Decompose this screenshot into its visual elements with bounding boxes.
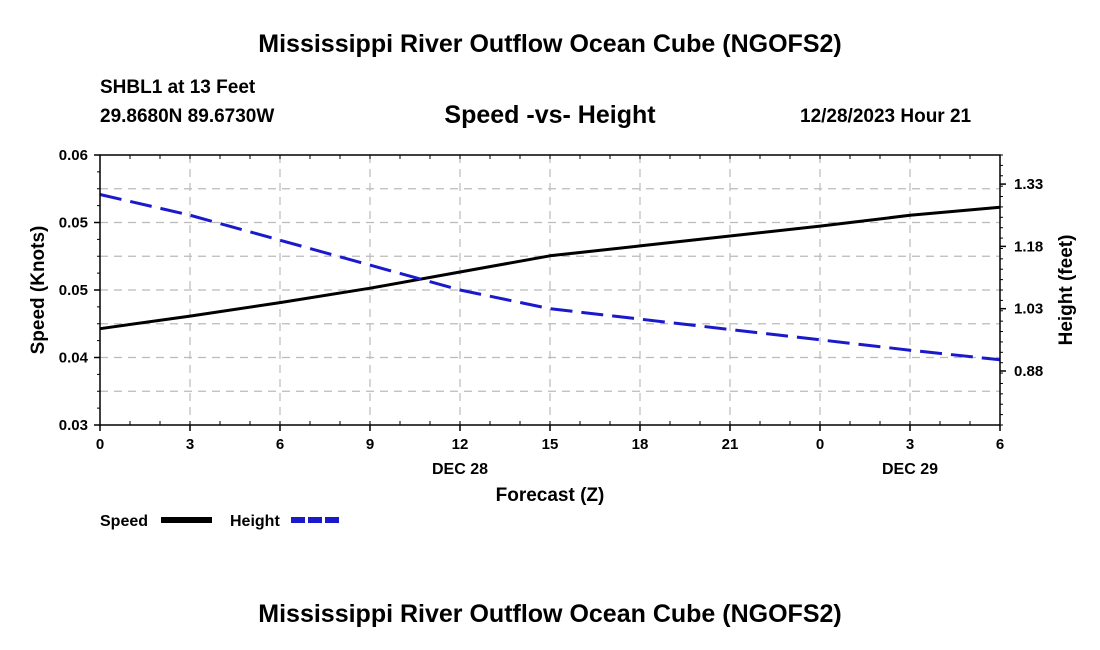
station-label: SHBL1 at 13 Feet <box>100 77 256 98</box>
x-tick-label: 0 <box>816 436 824 453</box>
axes <box>94 154 1006 431</box>
grid-lines <box>100 155 1000 425</box>
x-tick-label: 0 <box>96 436 104 453</box>
x-tick-label: 21 <box>722 436 739 453</box>
station-coordinates: 29.8680N 89.6730W <box>100 106 275 127</box>
y-right-tick-label: 1.33 <box>1014 176 1043 193</box>
date-label: DEC 29 <box>882 461 938 478</box>
y-axis-title: Speed (Knots) <box>28 226 49 355</box>
x-tick-label: 3 <box>906 436 914 453</box>
x-tick-label: 15 <box>542 436 559 453</box>
x-tick-label: 12 <box>452 436 469 453</box>
y-tick-label: 0.05 <box>59 215 88 232</box>
date-label: DEC 28 <box>432 461 488 478</box>
legend-label-height: Height <box>230 513 280 530</box>
x-axis-title: Forecast (Z) <box>496 485 605 506</box>
y-tick-label: 0.05 <box>59 282 88 299</box>
series-lines <box>99 193 1001 362</box>
forecast-datetime: 12/28/2023 Hour 21 <box>800 106 972 127</box>
tick-labels: 0 3 6 9 12 15 18 21 0 3 6 0.03 0.04 0.05 0.05 0.06 0.88 1… <box>28 147 1077 506</box>
x-tick-label: 3 <box>186 436 194 453</box>
chart-subtitle: Speed -vs- Height <box>444 101 656 129</box>
y-right-tick-label: 0.88 <box>1014 363 1043 380</box>
y-right-axis-title: Height (feet) <box>1056 235 1077 346</box>
footer-title: Mississippi River Outflow Ocean Cube (NG… <box>258 600 842 628</box>
x-tick-label: 9 <box>366 436 374 453</box>
legend-label-speed: Speed <box>100 513 148 530</box>
x-tick-label: 6 <box>276 436 284 453</box>
x-tick-label: 18 <box>632 436 649 453</box>
x-tick-label: 6 <box>996 436 1004 453</box>
y-right-tick-label: 1.18 <box>1014 238 1043 255</box>
y-right-tick-label: 1.03 <box>1014 301 1043 318</box>
series-speed-line <box>99 205 1001 331</box>
plot-frame <box>99 154 1001 426</box>
y-tick-label: 0.06 <box>59 147 88 164</box>
y-tick-label: 0.03 <box>59 417 88 434</box>
legend: Speed Height <box>100 513 342 530</box>
y-tick-label: 0.04 <box>59 350 89 367</box>
chart-title: Mississippi River Outflow Ocean Cube (NG… <box>258 30 842 58</box>
